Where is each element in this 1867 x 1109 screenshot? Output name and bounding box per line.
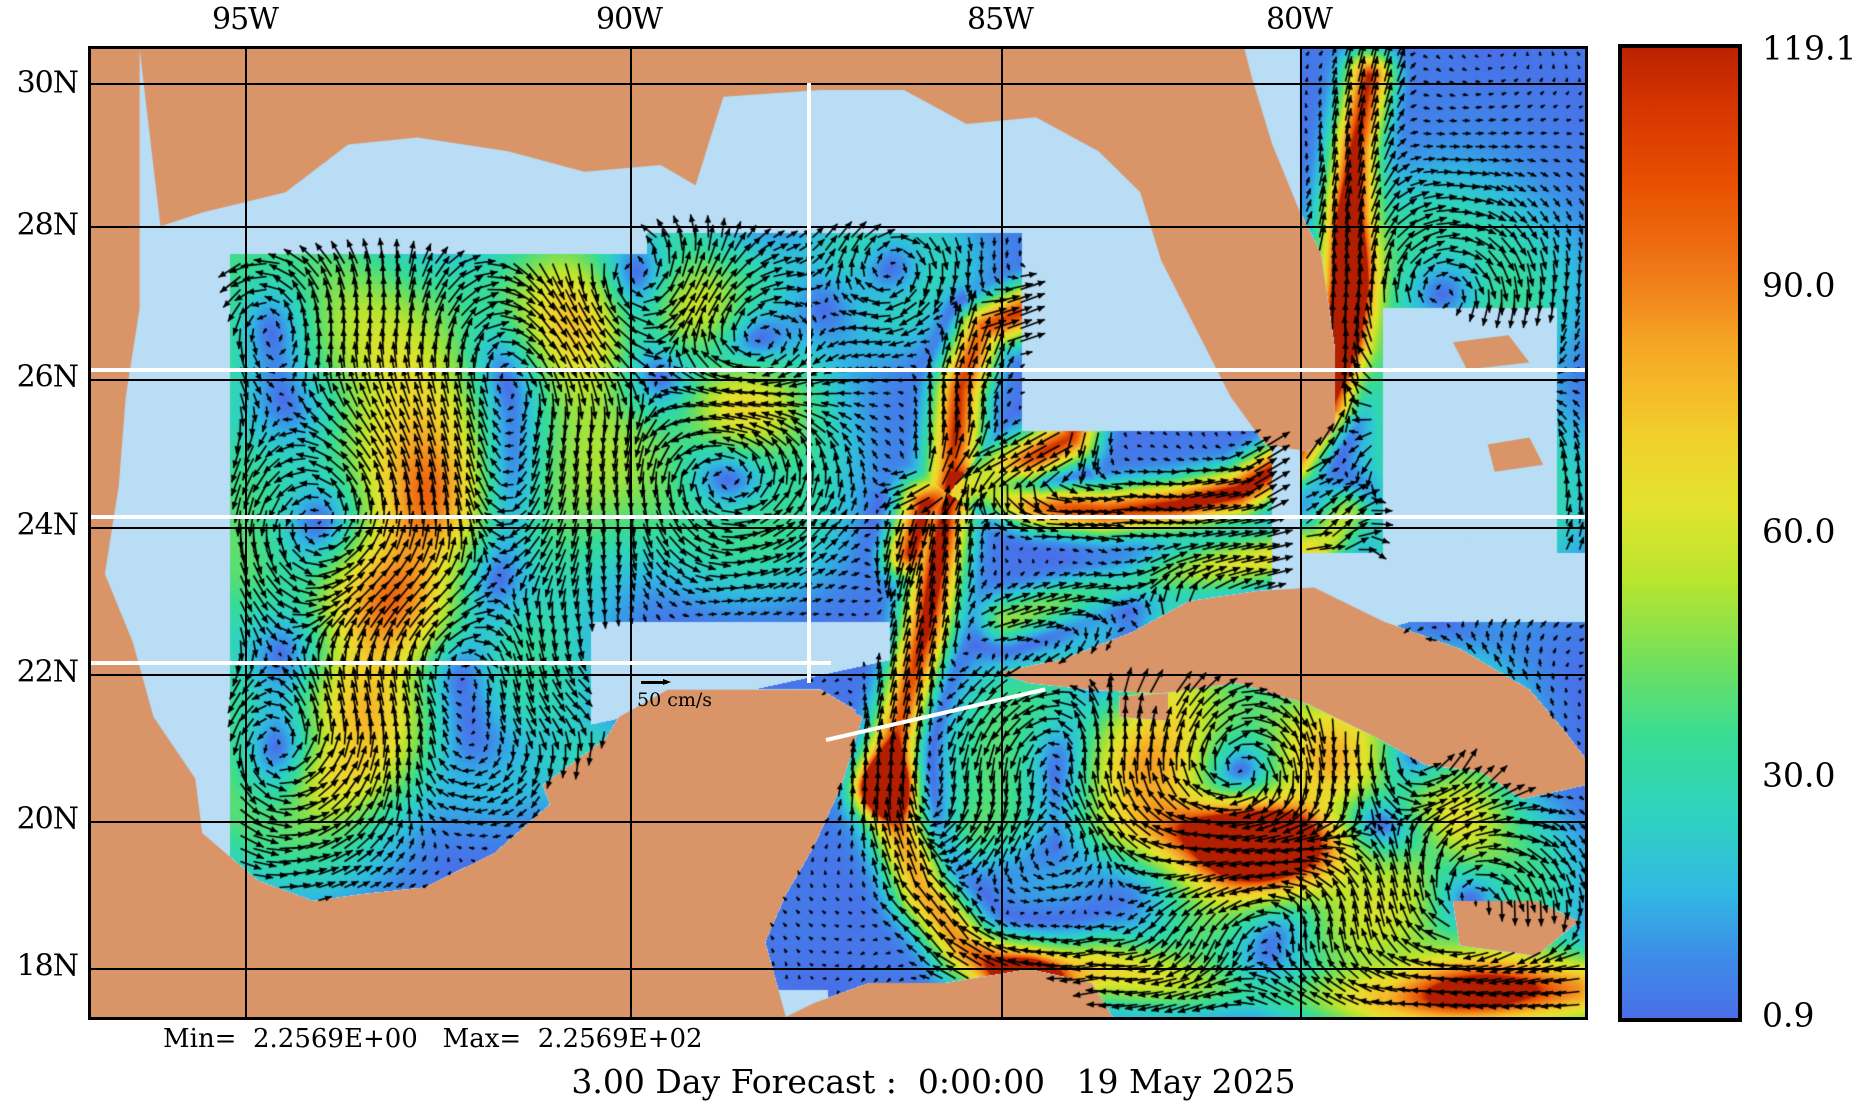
graticule-lat-22n	[91, 674, 1585, 676]
graticule-lon-85w	[1001, 49, 1003, 1017]
lon-tick-95w: 95W	[211, 2, 279, 37]
section-line-24n	[91, 515, 1585, 519]
map-raster	[91, 49, 1585, 1017]
colorbar-tick-60: 60.0	[1762, 511, 1836, 551]
lat-tick-26n: 26N	[16, 359, 79, 395]
colorbar-tick-90: 90.0	[1762, 265, 1836, 305]
colorbar-tick-max: 119.1	[1762, 28, 1857, 68]
section-line-22n	[91, 661, 831, 665]
vector-scale-label: 50 cm/s	[637, 689, 713, 711]
graticule-lat-24n	[91, 527, 1585, 529]
colorbar-tick-30: 30.0	[1762, 755, 1836, 795]
lat-tick-24n: 24N	[16, 507, 79, 543]
lon-tick-80w: 80W	[1265, 2, 1333, 37]
graticule-lat-20n	[91, 821, 1585, 823]
forecast-title: 3.00 Day Forecast : 0:00:00 19 May 2025	[571, 1062, 1296, 1101]
lat-tick-22n: 22N	[16, 654, 79, 690]
lat-tick-30n: 30N	[16, 65, 79, 101]
graticule-lat-18n	[91, 968, 1585, 970]
colorbar	[1618, 44, 1742, 1022]
colorbar-tick-min: 0.9	[1762, 995, 1815, 1035]
lat-tick-20n: 20N	[16, 801, 79, 837]
current-speed-map[interactable]: 50 cm/s	[88, 46, 1588, 1020]
lon-tick-90w: 90W	[595, 2, 663, 37]
graticule-lon-90w	[630, 49, 632, 1017]
lat-tick-18n: 18N	[16, 948, 79, 984]
minmax-readout: Min= 2.2569E+00 Max= 2.2569E+02	[163, 1024, 703, 1054]
section-line-26n	[91, 368, 1585, 372]
graticule-lon-95w	[245, 49, 247, 1017]
colorbar-gradient	[1618, 44, 1742, 1022]
lon-tick-85w: 85W	[966, 2, 1034, 37]
section-line-87w	[807, 83, 811, 683]
graticule-lon-80w	[1300, 49, 1302, 1017]
vector-scale-arrow-icon	[641, 677, 671, 687]
graticule-lat-26n	[91, 379, 1585, 381]
graticule-lat-28n	[91, 226, 1585, 228]
vector-scale-key: 50 cm/s	[637, 677, 747, 711]
lat-tick-28n: 28N	[16, 207, 79, 243]
graticule-lat-30n	[91, 83, 1585, 85]
